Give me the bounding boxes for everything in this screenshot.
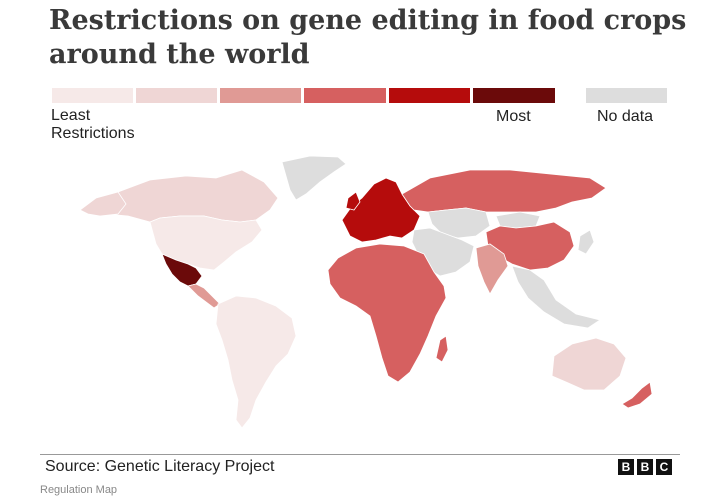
world-map bbox=[79, 155, 653, 429]
legend-most-label: Most bbox=[496, 108, 531, 125]
image-caption: Regulation Map bbox=[40, 484, 118, 496]
region-uk bbox=[345, 191, 361, 211]
region-central-america bbox=[187, 283, 221, 309]
region-japan bbox=[577, 229, 595, 255]
bbc-logo: B B C bbox=[618, 459, 672, 475]
bbc-logo-letter-3: C bbox=[656, 459, 672, 475]
region-southeast-asia bbox=[511, 265, 601, 329]
legend-swatch-6 bbox=[473, 88, 555, 103]
region-russia bbox=[401, 169, 607, 213]
region-europe bbox=[341, 177, 421, 243]
region-madagascar bbox=[435, 335, 449, 363]
bbc-logo-letter-2: B bbox=[637, 459, 653, 475]
chart-title: Restrictions on gene editing in food cro… bbox=[49, 5, 687, 70]
region-greenland bbox=[281, 155, 347, 201]
region-south-america bbox=[215, 295, 297, 429]
legend-no-data-label: No data bbox=[597, 108, 654, 125]
legend-swatch-no-data bbox=[586, 88, 667, 103]
region-alaska bbox=[79, 191, 127, 217]
legend-swatch-2 bbox=[136, 88, 217, 103]
region-new-zealand bbox=[621, 381, 653, 409]
region-india bbox=[475, 243, 509, 295]
legend-least-line2: Restrictions bbox=[51, 125, 135, 142]
legend-least-label: Least Restrictions bbox=[51, 107, 135, 143]
region-central-asia bbox=[427, 207, 491, 239]
legend-least-line1: Least bbox=[51, 107, 91, 124]
legend-swatch-1 bbox=[52, 88, 133, 103]
legend-swatch-5 bbox=[389, 88, 470, 103]
legend-swatch-3 bbox=[220, 88, 301, 103]
source-note: Source: Genetic Literacy Project bbox=[45, 458, 275, 475]
footer-divider bbox=[40, 454, 680, 455]
region-africa bbox=[327, 243, 447, 383]
bbc-logo-letter-1: B bbox=[618, 459, 634, 475]
region-mongolia bbox=[495, 211, 541, 229]
region-australia bbox=[551, 337, 627, 391]
legend-swatch-4 bbox=[304, 88, 386, 103]
